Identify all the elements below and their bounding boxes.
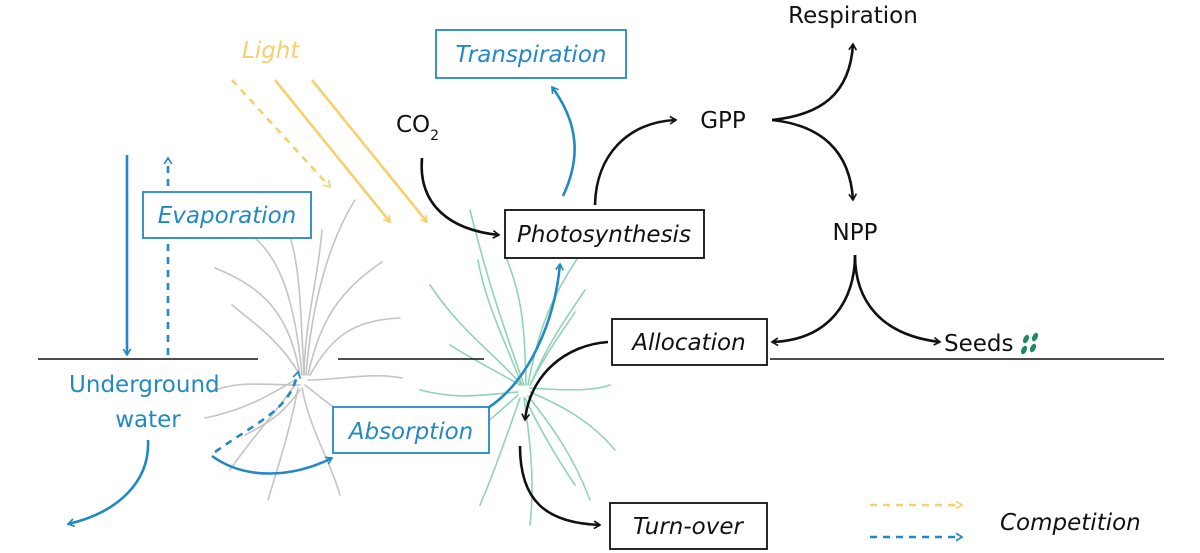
process-boxes <box>142 29 768 550</box>
allocation-label: Allocation <box>630 330 745 356</box>
legend: Competition <box>870 500 1141 542</box>
turnover-label: Turn-over <box>633 514 744 540</box>
co2-to-photosynthesis-arrow <box>420 157 501 239</box>
npp-to-seeds-arrow <box>853 254 942 346</box>
seeds-label: Seeds <box>944 331 1013 357</box>
allocation-to-roots-arrow <box>521 340 609 422</box>
co2-label: CO2 <box>396 112 439 144</box>
photosynthesis-to-gpp-arrow <box>593 115 678 206</box>
underground-water-line1: Underground <box>69 372 220 398</box>
evaporation-box <box>142 191 312 239</box>
respiration-label: Respiration <box>788 3 918 29</box>
photosynthesis-box <box>504 209 705 259</box>
allocation-box <box>611 318 768 366</box>
absorption-box <box>332 406 490 454</box>
transpiration-box <box>435 29 627 79</box>
carbon-arrows <box>420 42 942 530</box>
gpp-to-npp-arrow <box>771 118 858 202</box>
gpp-label: GPP <box>700 108 746 134</box>
underground-water-line2: water <box>115 407 181 433</box>
transpiration-arrow <box>550 85 576 197</box>
gpp-to-respiration-arrow <box>771 42 858 122</box>
seeds-icon <box>1020 332 1039 355</box>
light-arrow-1 <box>273 79 392 224</box>
npp-label: NPP <box>833 220 878 246</box>
drainage-arrow <box>66 439 150 528</box>
npp-to-allocation-arrow <box>770 254 857 347</box>
light-competition-arrow <box>231 79 332 189</box>
evaporation-label: Evaporation <box>158 203 297 229</box>
co2-main: CO <box>396 112 430 138</box>
legend-competition-label: Competition <box>1000 510 1141 536</box>
photosynthesis-label: Photosynthesis <box>517 222 691 248</box>
light-label: Light <box>242 38 300 64</box>
light-arrow-2 <box>310 79 429 224</box>
underground-water-label: Underground water <box>69 372 227 433</box>
absorption-label: Absorption <box>347 419 474 445</box>
transpiration-label: Transpiration <box>456 42 607 68</box>
co2-subscript: 2 <box>430 128 439 144</box>
grey-root-competition-arrow <box>214 370 302 454</box>
water-arrows <box>66 85 576 528</box>
light-arrows <box>231 79 429 224</box>
absorption-transfer-arrow <box>211 454 334 475</box>
grey-plant-icon <box>204 199 403 501</box>
roots-to-turnover-arrow <box>518 445 602 530</box>
turnover-box <box>609 502 768 550</box>
root-uptake-arrow <box>487 262 564 410</box>
